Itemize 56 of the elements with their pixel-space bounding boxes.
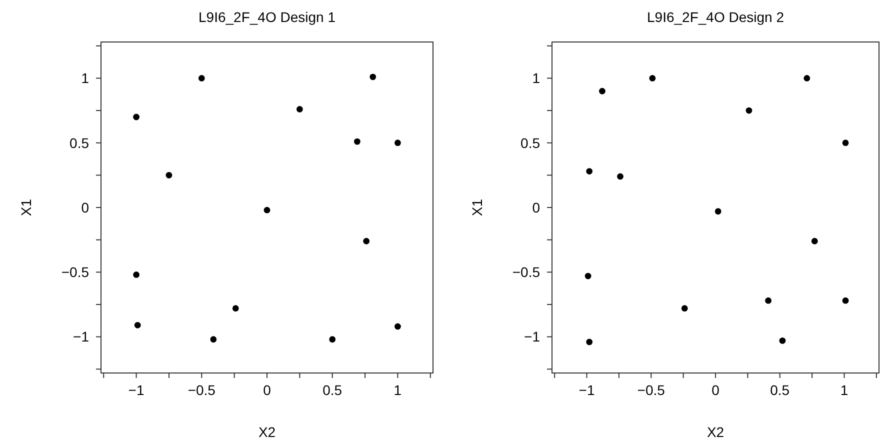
chart-title: L9I6_2F_4O Design 1: [198, 9, 336, 25]
x-axis-title: X2: [258, 424, 276, 440]
point: [232, 305, 239, 312]
point: [842, 140, 849, 146]
point: [198, 75, 205, 82]
y-tick-label: 1: [81, 70, 90, 86]
y-axis-title: X1: [18, 198, 34, 216]
point: [264, 206, 270, 214]
y-tick-label: −1: [524, 328, 540, 345]
point: [649, 75, 656, 82]
point: [779, 337, 786, 344]
x-tick-label: −0.5: [637, 382, 666, 398]
point: [586, 338, 593, 346]
x-tick-label: 1: [840, 382, 848, 398]
x-tick-label: −0.5: [188, 382, 216, 398]
y-tick-label: −0.5: [512, 264, 540, 280]
y-tick-label: 0.5: [70, 134, 90, 151]
point: [133, 272, 140, 278]
y-tick-label: −0.5: [61, 264, 90, 280]
y-tick-label: 0: [532, 199, 540, 216]
x-tick-label: 0.5: [322, 382, 342, 398]
point: [354, 138, 360, 145]
chart-title: L9I6_2F_4O Design 2: [647, 9, 784, 25]
x-tick-label: −1: [128, 382, 144, 398]
point: [765, 297, 772, 304]
point: [746, 107, 752, 114]
y-tick-label: 0.5: [520, 134, 540, 151]
point: [134, 322, 141, 328]
x-axis-title: X2: [706, 424, 724, 440]
point: [714, 208, 722, 215]
point: [599, 88, 606, 94]
point: [811, 238, 818, 244]
point: [296, 106, 303, 112]
point: [584, 272, 592, 280]
point: [586, 168, 593, 174]
point: [804, 75, 810, 82]
x-tick-label: 1: [394, 382, 402, 398]
point: [681, 305, 688, 312]
point: [329, 336, 336, 343]
point: [370, 74, 376, 80]
x-tick-label: 0: [712, 382, 720, 398]
point: [210, 336, 217, 343]
x-tick-label: 0: [263, 382, 272, 398]
point: [394, 140, 401, 146]
point: [133, 114, 140, 120]
y-axis-title: X1: [468, 198, 485, 216]
point: [394, 323, 401, 330]
point: [617, 173, 624, 180]
x-tick-label: 0.5: [770, 382, 790, 398]
point: [166, 172, 172, 178]
point: [363, 238, 370, 244]
y-tick-label: −1: [73, 328, 90, 345]
y-tick-label: 0: [81, 199, 90, 216]
point: [842, 297, 849, 304]
y-tick-label: 1: [532, 70, 540, 86]
x-tick-label: −1: [578, 382, 595, 398]
